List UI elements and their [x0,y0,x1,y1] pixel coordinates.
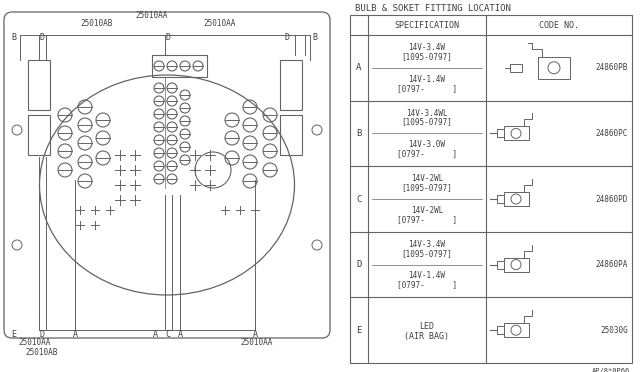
Bar [28,115,50,155]
Text: D: D [166,33,170,42]
Text: D: D [356,260,362,269]
Text: [1095-0797]: [1095-0797] [401,52,452,61]
Text: 14V-3.4W: 14V-3.4W [408,43,445,52]
Text: [0797-      ]: [0797- ] [397,84,457,93]
Text: E: E [356,326,362,335]
Text: D: D [285,33,289,42]
Bar [350,15,632,363]
Text: CODE NO.: CODE NO. [539,20,579,29]
Text: [0797-      ]: [0797- ] [397,149,457,158]
Text: [1095-0797]: [1095-0797] [401,249,452,258]
Text: 25010AB: 25010AB [81,19,113,28]
Text: 14V-3.4W: 14V-3.4W [408,240,445,249]
Text: 25010AB: 25010AB [25,348,58,357]
Bar [497,261,504,269]
Text: 25010AA: 25010AA [136,11,168,20]
Text: A: A [72,330,77,339]
Bar [504,323,529,337]
Bar [280,115,302,155]
Text: AP/8*0P66: AP/8*0P66 [592,368,630,372]
Text: A: A [177,330,182,339]
Text: A: A [356,63,362,72]
Bar [504,126,529,140]
Text: B: B [356,129,362,138]
Text: 25010AA: 25010AA [204,19,236,28]
Bar [280,60,302,110]
Text: 14V-2WL: 14V-2WL [411,206,443,215]
Bar [504,192,529,206]
Bar [497,326,504,334]
Text: 25010AA: 25010AA [240,338,273,347]
Text: 25010AA: 25010AA [18,338,51,347]
Text: A: A [152,330,157,339]
Text: [0797-      ]: [0797- ] [397,215,457,224]
Text: 14V-1.4W: 14V-1.4W [408,272,445,280]
Text: [1095-0797]: [1095-0797] [401,118,452,126]
Text: A: A [253,330,257,339]
Text: [0797-      ]: [0797- ] [397,280,457,289]
Bar [28,60,50,110]
Text: 14V-3.4WL: 14V-3.4WL [406,109,448,118]
Text: SPECIFICATION: SPECIFICATION [394,20,460,29]
Text: D: D [40,330,45,339]
Text: BULB & SOKET FITTING LOCATION: BULB & SOKET FITTING LOCATION [355,4,511,13]
Text: E: E [12,330,17,339]
Text: 14V-3.0W: 14V-3.0W [408,140,445,149]
Bar [152,55,207,77]
Text: 25030G: 25030G [600,326,628,335]
Bar [538,57,570,79]
Text: D: D [40,33,45,42]
Text: 14V-2WL: 14V-2WL [411,174,443,183]
Text: [1095-0797]: [1095-0797] [401,183,452,192]
Text: B: B [312,33,317,42]
Bar [504,257,529,272]
Bar [497,195,504,203]
Text: B: B [12,33,17,42]
Bar [510,64,522,72]
Text: C: C [356,195,362,203]
Text: 24860PA: 24860PA [596,260,628,269]
Text: 24860PD: 24860PD [596,195,628,203]
Text: 24860PC: 24860PC [596,129,628,138]
Text: (AIR BAG): (AIR BAG) [404,332,449,341]
Text: C: C [166,330,170,339]
Text: LED: LED [419,322,435,331]
Bar [497,129,504,137]
Text: 24860PB: 24860PB [596,63,628,72]
Text: 14V-1.4W: 14V-1.4W [408,75,445,84]
